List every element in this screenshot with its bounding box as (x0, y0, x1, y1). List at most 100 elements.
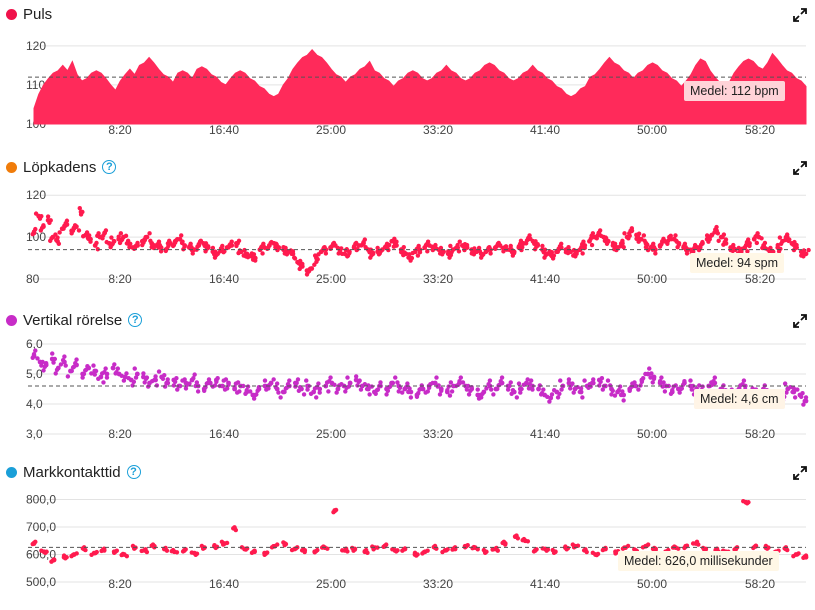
data-point (537, 383, 543, 388)
data-point (192, 372, 197, 377)
data-point (271, 377, 276, 382)
data-point (696, 383, 702, 388)
data-point (394, 239, 399, 244)
gct-chart: 800,0 700,0 600,0 500,0 8:20 16:40 25:00 33:20 4… (26, 493, 809, 591)
data-point (425, 239, 431, 244)
data-point (591, 377, 596, 382)
data-point (477, 249, 483, 254)
data-point (662, 389, 668, 394)
data-point (193, 383, 198, 389)
data-point (214, 544, 220, 549)
data-point (673, 383, 678, 388)
data-point (536, 386, 541, 392)
y-tick-label: 6,0 (26, 337, 43, 351)
data-point (42, 364, 48, 369)
data-point (643, 371, 648, 377)
data-point (135, 371, 140, 377)
x-tick-label: 41:40 (530, 272, 560, 286)
data-point (144, 375, 150, 380)
data-point (796, 551, 801, 556)
data-point (375, 545, 380, 550)
data-point (369, 384, 375, 389)
data-point (157, 242, 162, 248)
data-point (704, 233, 710, 238)
data-point (612, 393, 618, 398)
data-point (393, 375, 398, 380)
y-tick-label: 5,0 (26, 367, 43, 381)
data-point (580, 395, 585, 400)
data-point (416, 391, 421, 396)
expand-arrows-icon[interactable] (793, 8, 807, 22)
data-point (410, 250, 415, 256)
expand-arrows-icon[interactable] (793, 161, 807, 175)
data-point (326, 389, 331, 394)
data-point (547, 399, 552, 404)
data-point (407, 386, 412, 391)
data-point (345, 375, 350, 380)
data-point (714, 224, 719, 230)
data-point (408, 395, 414, 400)
data-point (641, 233, 647, 238)
data-point (103, 366, 108, 371)
data-point (484, 549, 489, 554)
data-point (421, 550, 426, 555)
data-point (778, 246, 783, 252)
data-point (710, 382, 715, 387)
data-point (133, 375, 139, 380)
data-point (225, 386, 230, 391)
data-point (269, 239, 274, 245)
vertical-average-label: Medel: 4,6 cm (694, 389, 785, 409)
question-circle-icon[interactable]: ? (128, 313, 143, 327)
data-point (406, 389, 411, 395)
data-point (784, 390, 789, 395)
data-point (716, 238, 721, 244)
data-point (54, 367, 60, 372)
data-point (795, 387, 800, 392)
question-circle-icon[interactable]: ? (126, 465, 141, 479)
data-point (284, 252, 290, 257)
data-point (260, 251, 265, 256)
data-point (612, 241, 618, 246)
data-point (205, 380, 210, 386)
question-circle-icon[interactable]: ? (102, 160, 117, 174)
data-point (581, 239, 586, 244)
data-point (577, 389, 582, 395)
data-point (425, 389, 431, 394)
data-point (511, 250, 517, 256)
data-point (559, 241, 564, 246)
data-point (448, 243, 453, 249)
data-point (335, 386, 341, 392)
data-point (784, 232, 790, 237)
data-point (41, 223, 46, 228)
expand-arrows-icon[interactable] (793, 466, 807, 480)
expand-arrows-icon[interactable] (793, 314, 807, 328)
gct-header: Markkontakttid ? (6, 462, 141, 482)
x-tick-label: 8:20 (108, 577, 132, 591)
data-point (545, 547, 551, 552)
data-point (464, 242, 470, 248)
data-point (778, 241, 784, 246)
data-point (472, 246, 477, 251)
data-point (283, 541, 289, 547)
data-point (689, 387, 695, 392)
data-point (476, 245, 482, 251)
x-tick-label: 25:00 (316, 272, 346, 286)
data-point (395, 548, 400, 553)
data-point (747, 243, 752, 249)
data-point (472, 249, 478, 254)
data-point (222, 249, 227, 254)
x-tick-label: 50:00 (637, 577, 667, 591)
data-point (198, 238, 204, 244)
data-point (354, 240, 359, 246)
data-point (94, 549, 99, 555)
x-tick-label: 58:20 (745, 427, 775, 441)
data-point (339, 246, 344, 251)
data-point (558, 378, 563, 383)
data-point (740, 246, 745, 252)
data-point (315, 257, 320, 262)
data-point (480, 391, 485, 396)
data-point (723, 237, 729, 242)
data-point (378, 380, 383, 385)
pulse-title: Puls (23, 5, 53, 23)
x-tick-label: 33:20 (423, 427, 453, 441)
